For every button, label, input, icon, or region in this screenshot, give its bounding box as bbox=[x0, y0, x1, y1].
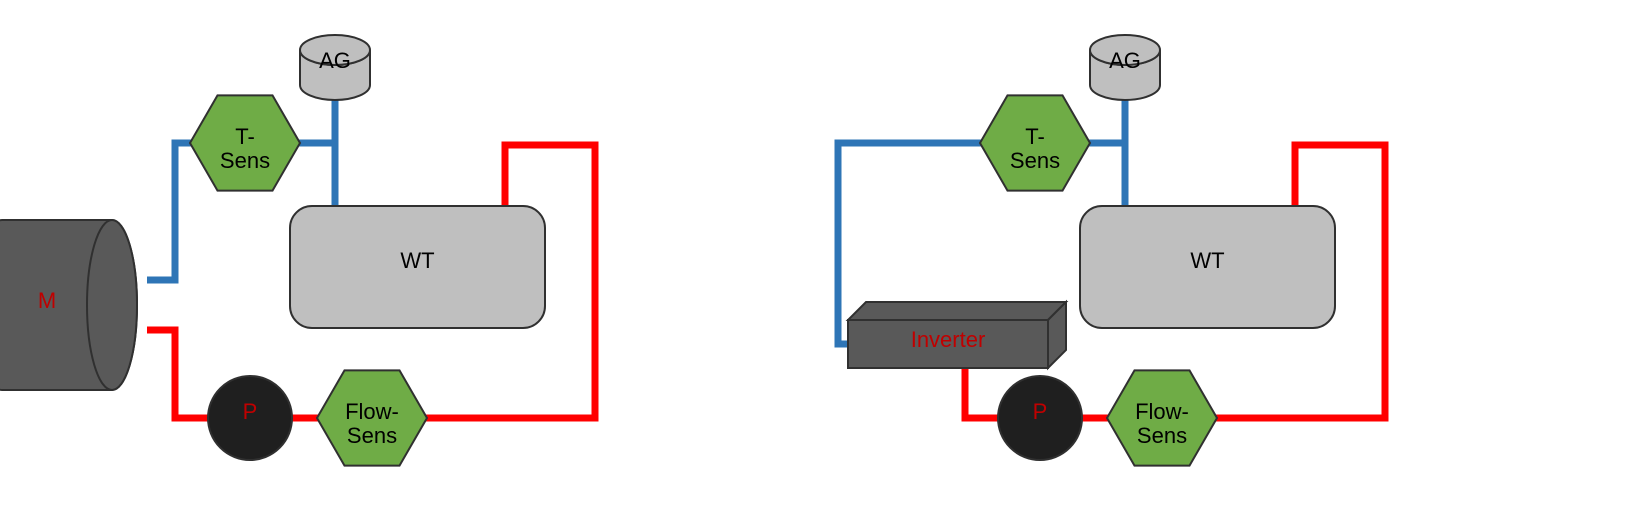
diagram-canvas: M T- Sens AG WT P Flow- Sens T- Sens AG … bbox=[0, 0, 1626, 516]
hex-node bbox=[980, 95, 1090, 190]
wt-node bbox=[1080, 206, 1335, 328]
hex-node bbox=[190, 95, 300, 190]
diagram-svg bbox=[0, 0, 1626, 516]
pump-node bbox=[208, 376, 292, 460]
motor-face bbox=[87, 220, 137, 390]
wt-node bbox=[290, 206, 545, 328]
pump-node bbox=[998, 376, 1082, 460]
inverter-front bbox=[848, 320, 1048, 368]
ag-cylinder-top bbox=[1090, 35, 1160, 65]
hex-node bbox=[1107, 370, 1217, 465]
hex-node bbox=[317, 370, 427, 465]
inverter-top bbox=[848, 302, 1066, 320]
ag-cylinder-top bbox=[300, 35, 370, 65]
